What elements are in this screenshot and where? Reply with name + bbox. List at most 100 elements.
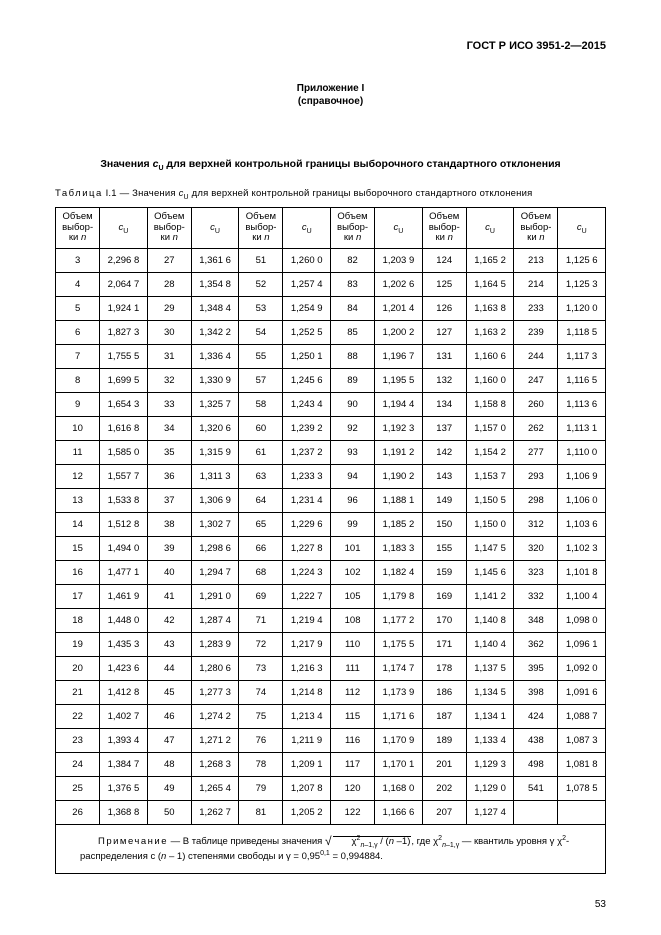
table-cell: 75 xyxy=(239,705,283,729)
table-cell: 1,271 2 xyxy=(191,729,238,753)
table-cell: 1,216 3 xyxy=(283,657,330,681)
table-row: 71,755 5311,336 4551,250 1881,196 71311,… xyxy=(56,345,606,369)
table-cell: 41 xyxy=(147,585,191,609)
table-cell: 169 xyxy=(422,585,466,609)
table-cell: 1,222 7 xyxy=(283,585,330,609)
table-cell xyxy=(514,801,558,825)
table-cell: 36 xyxy=(147,465,191,489)
table-row: 201,423 6441,280 6731,216 31111,174 7178… xyxy=(56,657,606,681)
table-cell: 72 xyxy=(239,633,283,657)
table-cell: 1,274 2 xyxy=(191,705,238,729)
table-cell: 1,088 7 xyxy=(558,705,606,729)
table-cell: 76 xyxy=(239,729,283,753)
table-cell: 247 xyxy=(514,369,558,393)
table-row: 51,924 1291,348 4531,254 9841,201 41261,… xyxy=(56,297,606,321)
table-cell: 1,325 7 xyxy=(191,393,238,417)
col-header-n: Объемвыбор-ки n xyxy=(422,208,466,249)
table-cell: 16 xyxy=(56,561,100,585)
note-t3: — квантиль уровня γ χ xyxy=(459,836,562,847)
table-cell: 116 xyxy=(330,729,374,753)
table-cell: 117 xyxy=(330,753,374,777)
table-cell: 438 xyxy=(514,729,558,753)
table-cell: 58 xyxy=(239,393,283,417)
table-cell: 29 xyxy=(147,297,191,321)
table-cell: 1,183 3 xyxy=(375,537,422,561)
table-row: 221,402 7461,274 2751,213 41151,171 6187… xyxy=(56,705,606,729)
table-cell: 1,214 8 xyxy=(283,681,330,705)
table-cell: 48 xyxy=(147,753,191,777)
col-header-cu: cU xyxy=(100,208,147,249)
table-cell: 15 xyxy=(56,537,100,561)
table-cell: 26 xyxy=(56,801,100,825)
table-cell: 51 xyxy=(239,249,283,273)
table-cell: 1,239 2 xyxy=(283,417,330,441)
table-cell: 1,512 8 xyxy=(100,513,147,537)
standard-id: ГОСТ Р ИСО 3951-2—2015 xyxy=(55,40,606,52)
table-cell: 82 xyxy=(330,249,374,273)
table-cell: 49 xyxy=(147,777,191,801)
table-cell: 1,125 6 xyxy=(558,249,606,273)
table-row: 42,064 7281,354 8521,257 4831,202 61251,… xyxy=(56,273,606,297)
table-row: 32,296 8271,361 6511,260 0821,203 91241,… xyxy=(56,249,606,273)
table-cell: 207 xyxy=(422,801,466,825)
table-note-cell: Примечание — В таблице приведены значени… xyxy=(56,825,606,874)
table-cell: 1,298 6 xyxy=(191,537,238,561)
table-row: 191,435 3431,283 9721,217 91101,175 5171… xyxy=(56,633,606,657)
data-table: Объемвыбор-ки ncUОбъемвыбор-ки ncUОбъемв… xyxy=(55,207,606,874)
table-cell: 1,368 8 xyxy=(100,801,147,825)
table-cell: 85 xyxy=(330,321,374,345)
table-cell: 125 xyxy=(422,273,466,297)
table-cell: 54 xyxy=(239,321,283,345)
table-cell: 1,113 6 xyxy=(558,393,606,417)
table-cell: 1,217 9 xyxy=(283,633,330,657)
table-cell: 1,145 6 xyxy=(466,561,513,585)
table-cell: 1,129 3 xyxy=(466,753,513,777)
table-cell: 38 xyxy=(147,513,191,537)
table-cell: 1,262 7 xyxy=(191,801,238,825)
table-cell: 332 xyxy=(514,585,558,609)
table-row: 231,393 4471,271 2761,211 91161,170 9189… xyxy=(56,729,606,753)
table-cell: 1,158 8 xyxy=(466,393,513,417)
table-cell: 1,140 4 xyxy=(466,633,513,657)
table-cell: 55 xyxy=(239,345,283,369)
table-row: 121,557 7361,311 3631,233 3941,190 21431… xyxy=(56,465,606,489)
page-number: 53 xyxy=(595,899,606,910)
table-cell: 1,175 5 xyxy=(375,633,422,657)
table-cell: 37 xyxy=(147,489,191,513)
table-cell: 34 xyxy=(147,417,191,441)
table-row: 131,533 8371,306 9641,231 4961,188 11491… xyxy=(56,489,606,513)
table-cell: 1,116 5 xyxy=(558,369,606,393)
table-cell: 74 xyxy=(239,681,283,705)
table-cell: 1,227 8 xyxy=(283,537,330,561)
table-row: 61,827 3301,342 2541,252 5851,200 21271,… xyxy=(56,321,606,345)
table-cell: 1,147 5 xyxy=(466,537,513,561)
table-cell: 35 xyxy=(147,441,191,465)
table-cell: 1,140 8 xyxy=(466,609,513,633)
table-cell: 99 xyxy=(330,513,374,537)
table-cell: 186 xyxy=(422,681,466,705)
table-cell: 42 xyxy=(147,609,191,633)
table-cell: 1,098 0 xyxy=(558,609,606,633)
table-cell: 1,245 6 xyxy=(283,369,330,393)
table-cell: 6 xyxy=(56,321,100,345)
table-cell: 1,315 9 xyxy=(191,441,238,465)
table-row: 241,384 7481,268 3781,209 11171,170 1201… xyxy=(56,753,606,777)
table-cell: 110 xyxy=(330,633,374,657)
note-t5: – 1) степенями свободы и γ = 0,95 xyxy=(166,851,320,862)
table-cell: 1,173 9 xyxy=(375,681,422,705)
table-cell: 1,160 6 xyxy=(466,345,513,369)
table-cell: 1,203 9 xyxy=(375,249,422,273)
table-cell: 39 xyxy=(147,537,191,561)
table-cell: 1,585 0 xyxy=(100,441,147,465)
table-cell: 1,190 2 xyxy=(375,465,422,489)
table-cell xyxy=(558,801,606,825)
table-cell: 1,320 6 xyxy=(191,417,238,441)
table-cell: 1,252 5 xyxy=(283,321,330,345)
table-cell: 79 xyxy=(239,777,283,801)
table-body: 32,296 8271,361 6511,260 0821,203 91241,… xyxy=(56,249,606,825)
table-cell: 1,100 4 xyxy=(558,585,606,609)
table-cell: 105 xyxy=(330,585,374,609)
table-row: 141,512 8381,302 7651,229 6991,185 21501… xyxy=(56,513,606,537)
title-post: для верхней контрольной границы выборочн… xyxy=(164,158,561,170)
table-cell: 4 xyxy=(56,273,100,297)
